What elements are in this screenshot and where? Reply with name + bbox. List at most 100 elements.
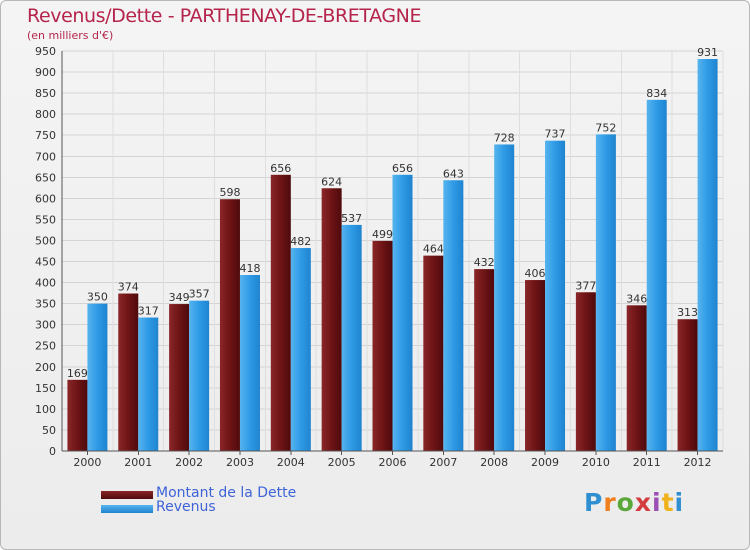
proxiti-logo: Proxiti: [584, 488, 684, 517]
bar-revenus-2002: [189, 300, 210, 451]
y-tick-label: 450: [35, 256, 56, 269]
y-tick-label: 350: [35, 298, 56, 311]
bar-dette-2002: [169, 304, 190, 451]
x-tick-label-2003: 2003: [226, 456, 254, 469]
bar-revenus-2008: [494, 144, 515, 451]
value-label-dette-2007: 464: [423, 243, 444, 256]
value-label-dette-2012: 313: [677, 306, 698, 319]
bar-dette-2008: [474, 269, 495, 451]
y-tick-label: 250: [35, 340, 56, 353]
bar-revenus-2005: [341, 224, 362, 451]
value-label-revenus-2002: 357: [189, 288, 210, 301]
bar-revenus-2004: [290, 248, 311, 451]
y-tick-label: 100: [35, 403, 56, 416]
chart-title: Revenus/Dette - PARTHENAY-DE-BRETAGNE: [27, 5, 422, 27]
x-tick-label-2009: 2009: [531, 456, 559, 469]
y-tick-label: 650: [35, 171, 56, 184]
value-label-revenus-2010: 752: [595, 121, 616, 134]
y-tick-label: 500: [35, 234, 56, 247]
x-tick-label-2007: 2007: [429, 456, 457, 469]
y-tick-label: 700: [35, 150, 56, 163]
legend-swatch-dette: [101, 491, 153, 499]
chart-subtitle: (en milliers d'€): [27, 29, 114, 42]
value-label-dette-2001: 374: [118, 281, 139, 294]
bar-dette-2009: [525, 280, 546, 451]
x-tick-label-2005: 2005: [328, 456, 356, 469]
x-tick-label-2011: 2011: [633, 456, 661, 469]
bar-revenus-2007: [443, 180, 464, 451]
y-tick-label: 850: [35, 87, 56, 100]
x-tick-label-2001: 2001: [124, 456, 152, 469]
y-tick-label: 950: [35, 45, 56, 58]
value-label-dette-2002: 349: [169, 291, 190, 304]
value-label-dette-2010: 377: [575, 279, 596, 292]
y-tick-label: 800: [35, 108, 56, 121]
bar-dette-2000: [67, 379, 88, 451]
bar-dette-2010: [575, 292, 596, 451]
value-label-revenus-2008: 728: [494, 131, 515, 144]
y-tick-label: 900: [35, 66, 56, 79]
value-label-revenus-2009: 737: [545, 128, 566, 141]
legend-swatch-revenus: [101, 505, 153, 513]
value-label-revenus-2011: 834: [646, 87, 667, 100]
value-label-revenus-2001: 317: [138, 305, 159, 318]
bar-dette-2007: [423, 255, 444, 451]
bar-revenus-2012: [697, 59, 718, 451]
bar-revenus-2003: [239, 275, 260, 451]
bar-dette-2005: [321, 188, 342, 451]
bar-dette-2011: [626, 305, 647, 451]
bar-revenus-2000: [87, 303, 108, 451]
value-label-dette-2008: 432: [474, 256, 495, 269]
y-tick-label: 200: [35, 361, 56, 374]
y-tick-label: 0: [49, 445, 56, 458]
legend-label-revenus: Revenus: [156, 499, 216, 515]
y-tick-label: 400: [35, 277, 56, 290]
value-label-revenus-2003: 418: [239, 262, 260, 275]
y-tick-label: 550: [35, 213, 56, 226]
value-label-dette-2005: 624: [321, 175, 342, 188]
value-label-revenus-2006: 656: [392, 162, 413, 175]
bar-dette-2012: [677, 319, 698, 451]
bar-revenus-2009: [545, 140, 566, 451]
y-tick-label: 750: [35, 129, 56, 142]
logo-letter: o: [616, 488, 635, 517]
bar-revenus-2006: [392, 174, 413, 451]
x-tick-label-2012: 2012: [684, 456, 712, 469]
value-label-revenus-2004: 482: [290, 235, 311, 248]
x-tick-label-2002: 2002: [175, 456, 203, 469]
value-label-revenus-2005: 537: [341, 212, 362, 225]
y-tick-label: 150: [35, 382, 56, 395]
logo-letter: i: [652, 488, 662, 517]
value-label-dette-2006: 499: [372, 228, 393, 241]
value-label-dette-2000: 169: [67, 367, 88, 380]
value-label-dette-2004: 656: [270, 162, 291, 175]
logo-letter: t: [661, 488, 675, 517]
y-tick-label: 600: [35, 192, 56, 205]
y-tick-label: 300: [35, 319, 56, 332]
value-label-dette-2003: 598: [219, 186, 240, 199]
value-label-revenus-2000: 350: [87, 291, 108, 304]
bar-revenus-2010: [595, 134, 616, 452]
bar-dette-2003: [219, 199, 240, 451]
legend-label-dette: Montant de la Dette: [156, 485, 297, 501]
x-tick-label-2006: 2006: [379, 456, 407, 469]
x-tick-label-2000: 2000: [73, 456, 101, 469]
logo-letter: P: [584, 488, 604, 517]
x-tick-label-2008: 2008: [480, 456, 508, 469]
y-tick-label: 50: [42, 424, 56, 437]
bar-revenus-2011: [646, 99, 667, 451]
bar-revenus-2001: [138, 317, 159, 451]
value-label-revenus-2007: 643: [443, 167, 464, 180]
value-label-dette-2011: 346: [626, 292, 647, 305]
value-label-revenus-2012: 931: [697, 46, 718, 59]
logo-letter: x: [634, 488, 652, 517]
bar-dette-2006: [372, 240, 393, 451]
value-label-dette-2009: 406: [525, 267, 546, 280]
x-tick-label-2010: 2010: [582, 456, 610, 469]
bar-dette-2001: [118, 293, 139, 451]
bar-dette-2004: [270, 174, 291, 451]
x-tick-label-2004: 2004: [277, 456, 305, 469]
logo-letter: r: [603, 488, 617, 517]
